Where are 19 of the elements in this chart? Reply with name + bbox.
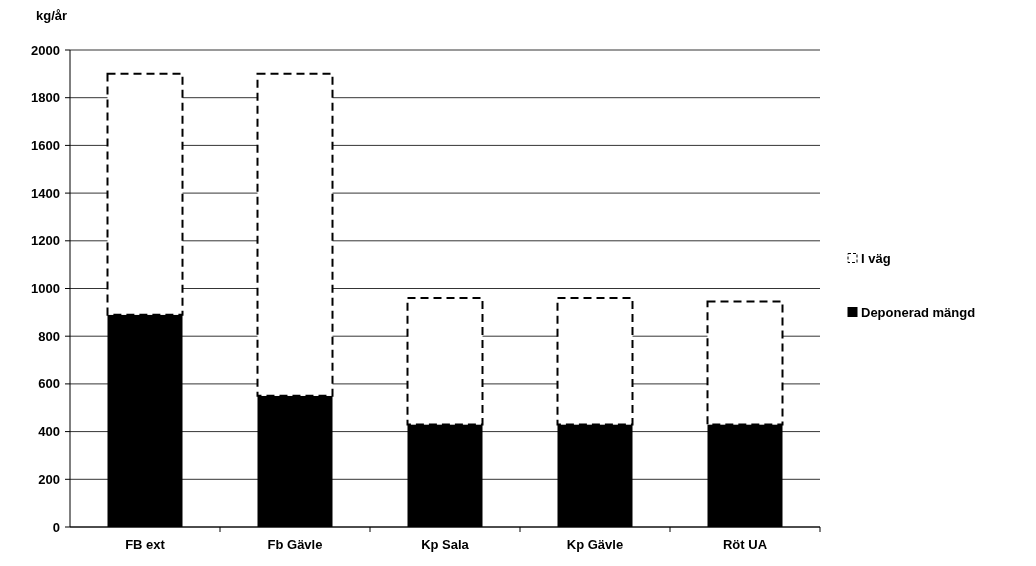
y-tick-label: 1400 <box>31 185 60 201</box>
y-tick-label: 1000 <box>31 281 60 297</box>
y-tick-label: 1800 <box>31 90 60 106</box>
y-tick-label: 1200 <box>31 233 60 249</box>
y-tick-label: 400 <box>38 424 60 440</box>
legend-label: Deponerad mängd <box>861 305 976 321</box>
y-tick-label: 0 <box>52 519 60 535</box>
x-tick-label: Kp Gävle <box>566 537 624 552</box>
y-axis-title: kg/år <box>36 8 68 23</box>
y-tick-label: 800 <box>38 328 60 344</box>
legend-label: I väg <box>861 251 891 267</box>
y-tick-label: 1600 <box>31 137 60 153</box>
x-tick-label: Fb Gävle <box>267 537 323 552</box>
y-tick-label: 200 <box>38 471 60 487</box>
x-tick-label: Röt UA <box>722 537 768 552</box>
x-tick-label: FB ext <box>125 537 166 552</box>
y-tick-label: 2000 <box>31 42 60 58</box>
x-tick-label: Kp Sala <box>421 537 470 552</box>
y-tick-label: 600 <box>38 376 60 392</box>
